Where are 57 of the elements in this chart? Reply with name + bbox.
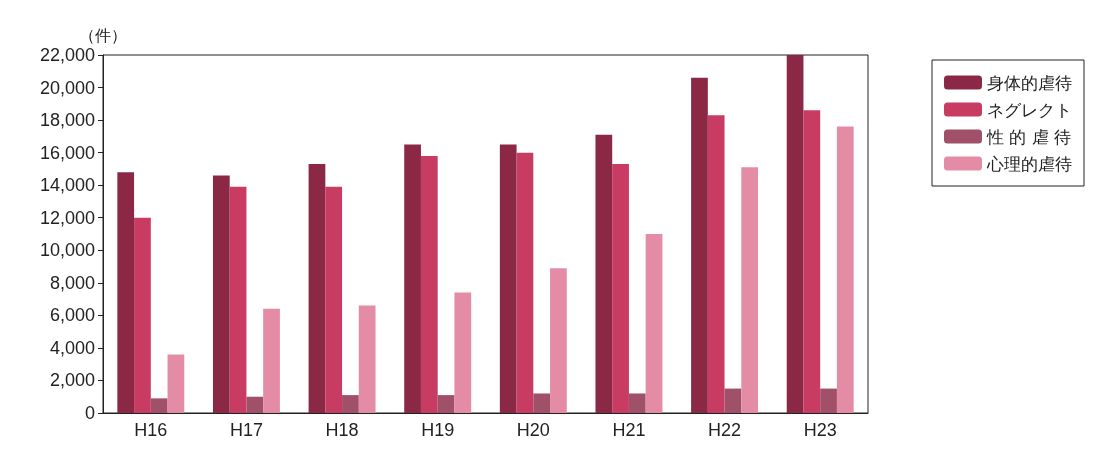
y-tick-label: 2,000 — [49, 370, 95, 391]
bar — [691, 77, 708, 413]
bar — [803, 110, 821, 413]
bar — [308, 164, 326, 413]
bar — [499, 144, 517, 413]
x-tick-label: H18 — [325, 420, 359, 440]
bar — [628, 393, 646, 413]
x-tick-label: H22 — [708, 420, 742, 440]
bar — [404, 144, 421, 413]
y-axis-title: （件） — [79, 26, 127, 44]
x-tick-label: H20 — [516, 420, 550, 440]
x-tick-label: H17 — [229, 420, 263, 440]
bar — [595, 134, 613, 413]
bar — [358, 305, 376, 413]
bar — [117, 172, 135, 413]
bar — [612, 164, 629, 413]
bar — [420, 155, 438, 413]
bar — [150, 398, 168, 413]
y-tick-label: 16,000 — [39, 142, 95, 163]
y-tick-label: 22,000 — [39, 45, 95, 65]
bar — [342, 395, 359, 413]
bar — [645, 234, 663, 413]
y-tick-label: 20,000 — [39, 77, 95, 98]
y-tick-label: 4,000 — [49, 337, 95, 358]
bar — [724, 388, 742, 413]
y-tick-label: 0 — [84, 403, 95, 423]
y-tick-label: 6,000 — [49, 305, 95, 326]
bar — [820, 388, 837, 413]
legend-label: 身体的虐待 — [987, 72, 1072, 93]
x-tick-label: H19 — [421, 420, 455, 440]
legend-label: 性 的 虐 待 — [986, 126, 1072, 147]
bar — [786, 55, 804, 413]
bar — [437, 395, 455, 413]
bar — [263, 308, 280, 413]
bar — [212, 175, 230, 413]
x-tick-label: H21 — [612, 420, 646, 440]
bar — [134, 217, 151, 413]
y-tick-label: 18,000 — [39, 110, 95, 131]
bar — [454, 292, 472, 413]
bar — [707, 115, 725, 413]
bar — [550, 268, 567, 413]
y-tick-label: 14,000 — [39, 175, 95, 196]
y-tick-label: 10,000 — [39, 240, 95, 261]
legend-label: 心理的虐待 — [986, 153, 1072, 174]
x-tick-label: H23 — [803, 420, 837, 440]
bar — [325, 186, 343, 413]
bar — [516, 152, 534, 413]
legend-label: ネグレクト — [987, 99, 1072, 120]
bar — [533, 393, 551, 413]
bar — [167, 354, 185, 413]
x-tick-label: H16 — [134, 420, 168, 440]
bar — [246, 396, 264, 413]
y-tick-label: 12,000 — [39, 207, 95, 228]
bar — [229, 186, 247, 413]
bar — [741, 167, 759, 413]
y-tick-label: 8,000 — [49, 272, 95, 293]
bar — [836, 126, 854, 413]
